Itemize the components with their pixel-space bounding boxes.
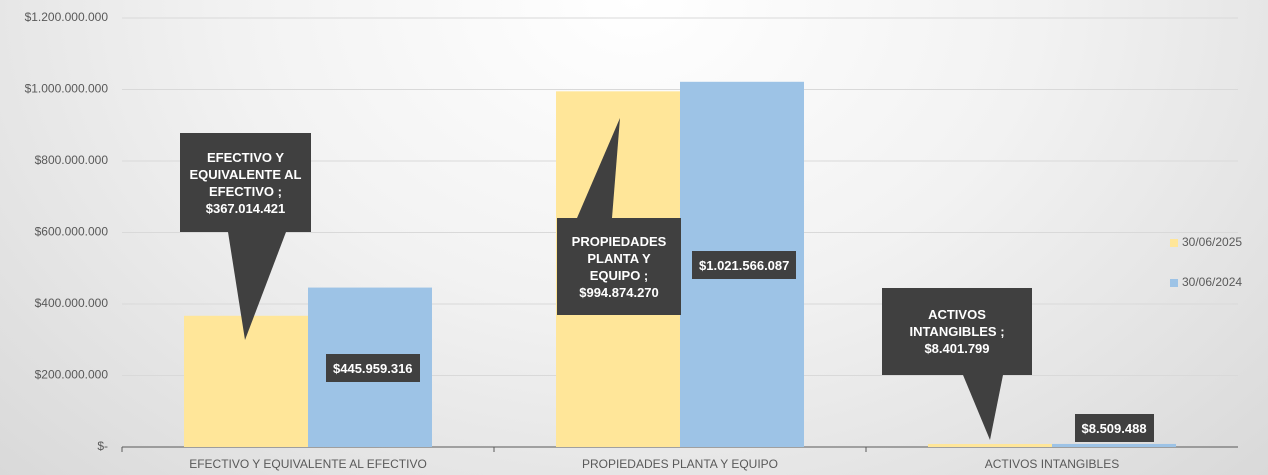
legend-label: 30/06/2024 (1182, 275, 1242, 289)
data-label: EFECTIVO Y EQUIVALENTE AL EFECTIVO ; $36… (180, 133, 311, 232)
bar (184, 315, 308, 447)
x-tick-label: PROPIEDADES PLANTA Y EQUIPO (582, 457, 778, 471)
callout-pointer (963, 375, 1003, 440)
y-tick-label: $200.000.000 (35, 368, 109, 382)
y-tick-label: $- (97, 439, 108, 453)
bar (1052, 443, 1176, 447)
bar (928, 443, 1052, 447)
x-tick-label: EFECTIVO Y EQUIVALENTE AL EFECTIVO (189, 457, 427, 471)
legend-swatch (1170, 279, 1178, 287)
data-label: $445.959.316 (326, 354, 420, 382)
y-tick-label: $600.000.000 (35, 225, 109, 239)
callout-pointer (228, 232, 286, 340)
data-label: $1.021.566.087 (692, 251, 797, 279)
legend-label: 30/06/2025 (1182, 235, 1242, 249)
y-tick-label: $400.000.000 (35, 296, 109, 310)
y-tick-label: $1.200.000.000 (25, 10, 109, 24)
y-tick-label: $1.000.000.000 (25, 82, 109, 96)
data-label: PROPIEDADES PLANTA Y EQUIPO ; $994.874.2… (557, 218, 681, 315)
data-label: ACTIVOS INTANGIBLES ; $8.401.799 (882, 288, 1032, 375)
data-label: $8.509.488 (1074, 414, 1154, 442)
legend-swatch (1170, 239, 1178, 247)
x-tick-label: ACTIVOS INTANGIBLES (985, 457, 1119, 471)
y-tick-label: $800.000.000 (35, 153, 109, 167)
callout-pointer (577, 118, 620, 218)
